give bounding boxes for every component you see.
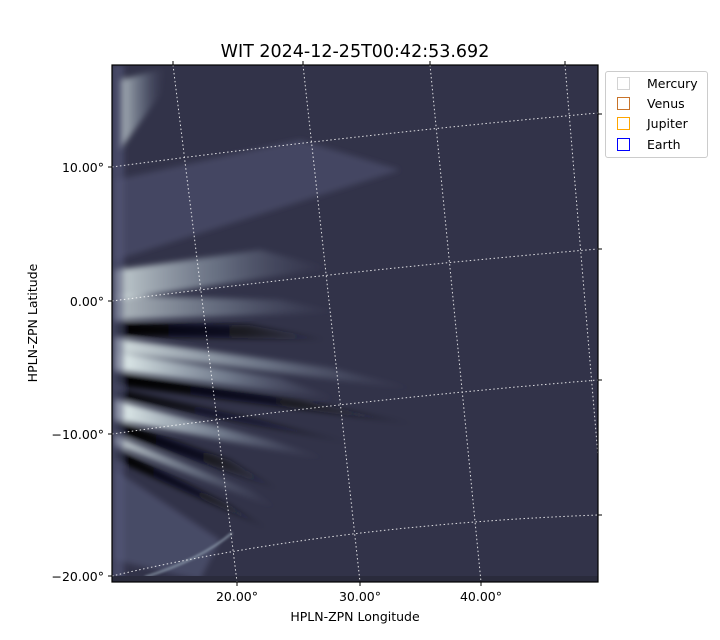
- legend: Mercury Venus Jupiter Earth: [605, 71, 708, 158]
- legend-item-earth: Earth: [617, 136, 681, 152]
- axis-ticks: [108, 61, 602, 586]
- coordinate-grid: [112, 65, 598, 582]
- legend-swatch: [617, 76, 630, 90]
- y-tick-label: −20.00°: [51, 569, 104, 584]
- legend-label: Venus: [647, 95, 685, 111]
- legend-label: Mercury: [647, 75, 698, 91]
- legend-item-mercury: Mercury: [617, 75, 698, 91]
- solar-image: [112, 65, 598, 582]
- legend-swatch: [617, 137, 630, 151]
- legend-item-venus: Venus: [617, 95, 685, 111]
- x-tick-label: 40.00°: [460, 589, 502, 604]
- legend-label: Jupiter: [647, 115, 688, 131]
- y-tick-label: 0.00°: [70, 294, 104, 309]
- y-tick-label: 10.00°: [62, 160, 104, 175]
- legend-label: Earth: [647, 136, 681, 152]
- x-axis-label: HPLN-ZPN Longitude: [290, 609, 420, 624]
- y-tick-label: −10.00°: [51, 427, 104, 442]
- x-tick-label: 30.00°: [339, 589, 381, 604]
- legend-swatch: [617, 116, 630, 130]
- y-axis-label: HPLN-ZPN Latitude: [25, 263, 40, 382]
- chart-title: WIT 2024-12-25T00:42:53.692: [221, 42, 490, 62]
- plot-frame: [111, 64, 599, 583]
- legend-swatch: [617, 96, 630, 110]
- legend-item-jupiter: Jupiter: [617, 115, 688, 131]
- x-tick-label: 20.00°: [216, 589, 258, 604]
